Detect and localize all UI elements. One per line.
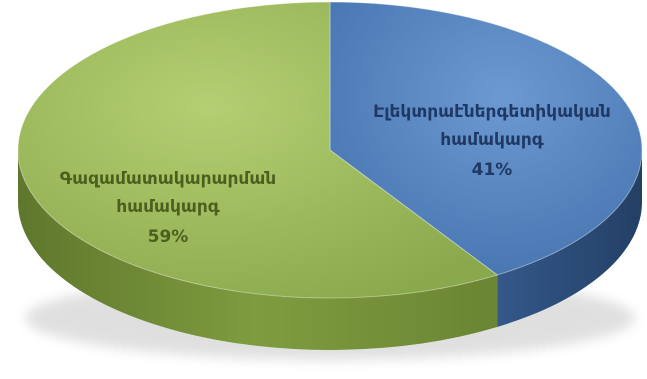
pie-slice-2 bbox=[17, 1, 499, 299]
slice-label-1-line1: Էլեկտրաէներգետիկական bbox=[373, 102, 611, 122]
pie-side-slice-2 bbox=[18, 150, 498, 351]
slice-label-2-percent: 59% bbox=[148, 227, 189, 247]
slice-label-1-line2: համակարգ bbox=[440, 130, 544, 150]
slice-label-2-line2: համակարգ bbox=[116, 197, 220, 217]
pie-slice-1 bbox=[329, 1, 643, 276]
pie-labels: Էլեկտրաէներգետիկական համակարգ 41% Գազամա… bbox=[60, 102, 611, 247]
pie-tops bbox=[17, 1, 643, 299]
slice-label-2-line1: Գազամատակարարման bbox=[60, 169, 276, 189]
pie-sides bbox=[18, 150, 642, 351]
pie-side-slice-1 bbox=[497, 150, 642, 327]
slice-label-1-percent: 41% bbox=[472, 160, 513, 180]
